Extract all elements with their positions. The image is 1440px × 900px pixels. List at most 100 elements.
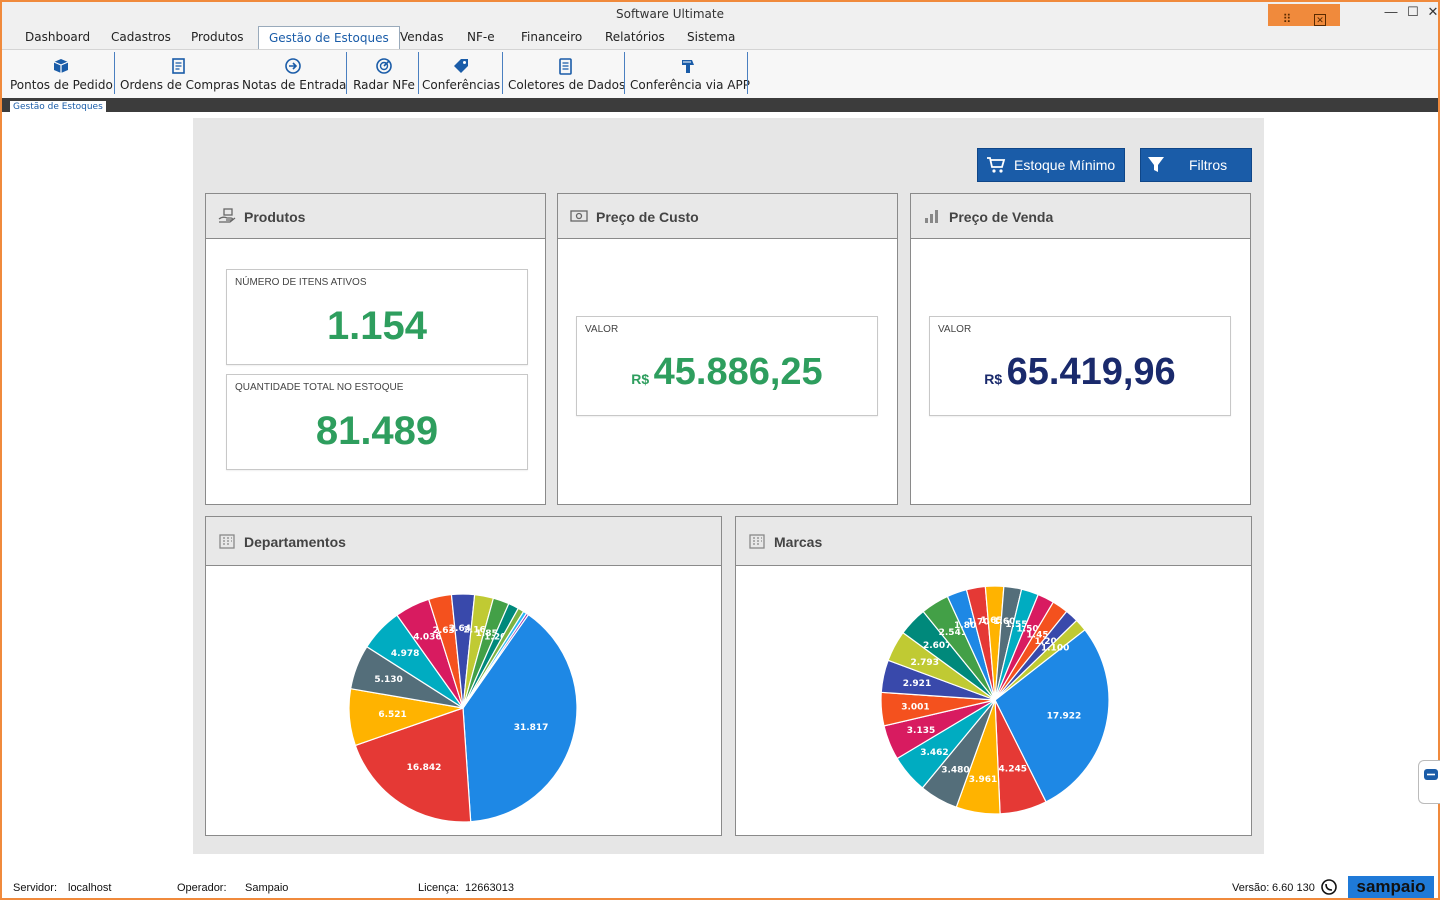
pie-slice-label: 3.462 [920, 748, 948, 758]
dashboard-content: Estoque Mínimo Filtros Produtos NÚMERO D… [193, 118, 1264, 854]
departamentos-panel: Departamentos 31.817 16.842 6.521 5.130 4.97… [205, 516, 722, 836]
panel-title: Preço de Custo [596, 209, 699, 225]
ribbon-separator [747, 52, 748, 94]
menu-bar: Dashboard Cadastros Produtos Gestão de E… [2, 26, 1438, 49]
ribbon-ordens-compras[interactable]: Ordens de Compras [120, 50, 239, 96]
license-value: 12663013 [465, 882, 514, 894]
close-button[interactable]: ✕ [1427, 4, 1439, 19]
ribbon-coletores-dados[interactable]: Coletores de Dados [508, 50, 625, 96]
ribbon-separator [114, 52, 115, 94]
pie-slice-label: 1.100 [1041, 644, 1069, 654]
pie-slice-label: 3.480 [941, 765, 969, 775]
maximize-button[interactable]: ☐ [1407, 4, 1419, 19]
ribbon-conferencias[interactable]: Conferências [422, 50, 500, 96]
pie-slice-label: 2.607 [923, 641, 951, 651]
building-icon [219, 534, 235, 549]
menu-dashboard[interactable]: Dashboard [25, 30, 91, 44]
marcas-panel: Marcas 17.922 4.245 3.961 3.480 3.462 3.135 3.… [735, 516, 1252, 836]
pie-slice-label: 1.500 [1016, 625, 1044, 635]
pie-slice-label: 16.842 [407, 763, 442, 773]
menu-vendas[interactable]: Vendas [400, 30, 444, 44]
cash-icon [570, 210, 588, 222]
minimize-button[interactable]: — [1384, 4, 1398, 19]
doc-tab-gestao-estoques[interactable]: Gestão de Estoques [10, 101, 106, 113]
custo-value: 45.886,25 [653, 351, 823, 393]
produtos-panel: Produtos NÚMERO DE ITENS ATIVOS 1.154 QU… [205, 193, 546, 505]
server-value: localhost [68, 882, 112, 894]
preco-venda-panel: Preço de Venda VALOR R$ 65.419,96 [910, 193, 1251, 505]
pie-slice-label: 2.166 [464, 626, 492, 636]
panel-title: Preço de Venda [949, 209, 1054, 225]
sampaio-logo: sampaio [1348, 876, 1434, 898]
scanner-icon [682, 60, 694, 73]
panel-title: Departamentos [244, 534, 346, 550]
pie-slice-label: 2.640 [449, 624, 477, 634]
panel-title: Marcas [774, 534, 823, 550]
grip-icon[interactable]: ⠿ [1282, 12, 1292, 26]
panel-title: Produtos [244, 209, 306, 225]
panel-header: Produtos [206, 194, 545, 239]
pie-slice[interactable] [994, 628, 1110, 803]
panel-header: Departamentos [206, 517, 721, 566]
filter-icon [1148, 157, 1164, 172]
pie-slice-label: 1.450 [1026, 631, 1054, 641]
menu-sistema[interactable]: Sistema [687, 30, 736, 44]
pie-slice[interactable] [462, 613, 578, 823]
pie-slice-label: 4.245 [999, 764, 1027, 774]
departamentos-pie-chart: 31.817 16.842 6.521 5.130 4.978 4.0362.6332.6… [348, 593, 578, 823]
pie-slice-label: 31.817 [514, 723, 549, 733]
panel-header: Preço de Venda [911, 194, 1250, 239]
card-label: VALOR [585, 324, 619, 335]
pie-slice[interactable] [994, 619, 1086, 701]
pie-slice-label: 1.550 [1005, 620, 1033, 630]
ribbon-radar-nfe[interactable]: Radar NFe [352, 50, 416, 96]
pie-slice[interactable] [354, 707, 472, 823]
pie-slice-label: 2.921 [903, 679, 931, 689]
pie-slice-label: 1.200 [484, 632, 512, 642]
card-label: NÚMERO DE ITENS ATIVOS [235, 277, 367, 288]
custo-value-card: VALOR R$ 45.886,25 [576, 316, 878, 416]
version-value: 6.60 130 [1272, 882, 1315, 894]
title-bar: Software Ultimate ⠿ ✕ — ☐ ✕ [2, 2, 1439, 36]
total-quantity-value: 81.489 [315, 409, 439, 453]
ribbon-pontos-pedido[interactable]: Pontos de Pedido [10, 50, 113, 96]
filtros-button[interactable]: Filtros [1140, 148, 1252, 182]
cart-icon [987, 157, 1006, 173]
menu-financeiro[interactable]: Financeiro [521, 30, 583, 44]
pie-slice-label: 4.978 [391, 649, 419, 659]
document-tab-strip: Gestão de Estoques [2, 98, 1438, 113]
ribbon-conferencia-app[interactable]: Conferência via APP [630, 50, 750, 96]
ribbon-separator [502, 52, 503, 94]
pie-slice-label: 3.135 [907, 726, 935, 736]
venda-value: 65.419,96 [1006, 351, 1176, 393]
pie-slice-label: 6.521 [378, 710, 406, 720]
menu-cadastros[interactable]: Cadastros [111, 30, 171, 44]
pie-slice-label: 17.922 [1047, 712, 1082, 722]
pie-slice[interactable] [462, 612, 530, 709]
ribbon-separator [624, 52, 625, 94]
currency-symbol: R$ [631, 371, 650, 387]
whatsapp-icon[interactable] [1320, 878, 1338, 896]
ribbon-toolbar: Pontos de Pedido Ordens de Compras Notas… [2, 49, 1438, 99]
panel-header: Preço de Custo [558, 194, 897, 239]
pie-slice-label: 1.650 [980, 616, 1008, 626]
hand-box-icon [218, 208, 236, 223]
estoque-minimo-button[interactable]: Estoque Mínimo [977, 148, 1125, 182]
pie-slice-label: 2.793 [910, 658, 938, 668]
menu-produtos[interactable]: Produtos [191, 30, 244, 44]
panel-header: Marcas [736, 517, 1251, 566]
side-chat-widget[interactable] [1418, 760, 1440, 804]
building-icon [749, 534, 765, 549]
pie-slice-label: 1.200 [1035, 637, 1063, 647]
operator-value: Sampaio [245, 882, 289, 894]
pie-slice-label: 1.600 [993, 617, 1021, 627]
menu-relatorios[interactable]: Relatórios [605, 30, 665, 44]
menu-nfe[interactable]: NF-e [467, 30, 495, 44]
menu-gestao-estoques[interactable]: Gestão de Estoques [258, 26, 400, 49]
ribbon-notas-entrada[interactable]: Notas de Entrada [242, 50, 346, 96]
card-label: VALOR [938, 324, 972, 335]
close-box-icon[interactable]: ✕ [1314, 14, 1326, 26]
venda-amount: R$ 65.419,96 [930, 351, 1230, 394]
